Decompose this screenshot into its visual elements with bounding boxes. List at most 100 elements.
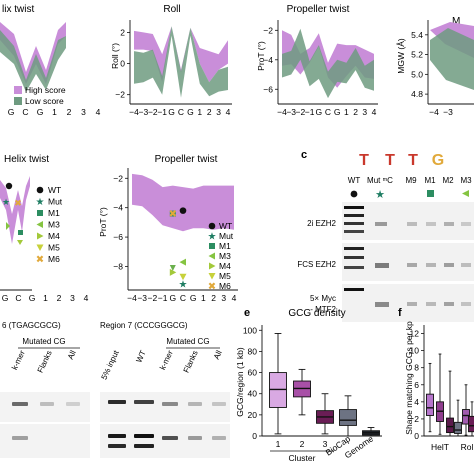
- roll-high-band: [134, 26, 228, 83]
- helix-b-m6-point: ✖: [14, 198, 22, 208]
- gel-band: [108, 444, 126, 448]
- gel-band: [212, 402, 226, 406]
- helix-legend-marker-m6: ✖: [36, 255, 44, 266]
- panel-a-roll: Roll Roll (°) 20−2−4 −3 −2 −1 G C G 1 2 3 4: [110, 4, 232, 117]
- helix-b-m1-point: [18, 230, 23, 235]
- gel-band: [134, 400, 154, 404]
- prop-legend-label-m5: M5: [219, 271, 231, 281]
- mgw-ylabel: MGW (Å): [396, 38, 406, 74]
- gel-band: [40, 402, 54, 406]
- prop-b-xtick-label: G: [169, 293, 176, 303]
- shape-ytick-label: 2: [414, 414, 419, 424]
- prop-legend-marker-mut: ★: [208, 232, 217, 243]
- gel-band: [162, 402, 178, 406]
- shape-xtick-rol: Rol: [461, 442, 474, 452]
- roll-xtick-label: −3: [139, 107, 149, 117]
- mgw-xtick-label: −3: [443, 107, 453, 117]
- mutated-cg-label-2: Mutated CG: [166, 337, 209, 346]
- shape-ytick-label: 6: [414, 380, 419, 390]
- gcg-ytick-label: 80: [248, 346, 258, 356]
- prop-ytick-label: −4: [263, 55, 273, 65]
- gcg-ytick-label: 0: [252, 431, 257, 441]
- blot-band: [426, 263, 436, 267]
- gel-band: [12, 402, 28, 406]
- gel-band: [134, 444, 154, 448]
- prop-xtick-label: −1: [305, 107, 315, 117]
- prop-legend-marker-m6: ✖: [208, 282, 216, 293]
- lane-wt: WT: [348, 176, 361, 185]
- blot-band: [407, 302, 417, 306]
- shape-boxplot: 0 2 4 6 8 10 12 HelT Rol: [410, 325, 474, 452]
- helix-b-xtick-label: 3: [70, 293, 75, 303]
- shape-ylabel: Shape matching GCGs per kp: [404, 321, 414, 435]
- ladder-band: [344, 288, 364, 291]
- mgw-title: M: [452, 16, 460, 27]
- row-myc-mtf2-line1: 5× Myc: [310, 294, 336, 303]
- gel-band: [188, 436, 202, 440]
- helix-a-xtick-label: 3: [81, 107, 86, 117]
- panel-c: c T T T G WT Mut ᵐC M9 M1 M2 M3 ★ 2i EZH…: [297, 149, 474, 322]
- helix-legend-marker-mut: ★: [36, 197, 45, 208]
- lane-m2: M2: [442, 176, 454, 185]
- prop-xtick-label: 4: [372, 107, 377, 117]
- roll-xtick-label: −1: [157, 107, 167, 117]
- gel-region6-top: [0, 392, 90, 422]
- gel-band: [12, 436, 28, 440]
- row-fcs-ezh2: FCS EZH2: [297, 260, 336, 269]
- prop-ytick-label: −2: [263, 25, 273, 35]
- gel-region7-bottom: [100, 424, 230, 458]
- helix-legend-label-wt: WT: [48, 185, 61, 195]
- lane-m1: M1: [424, 176, 436, 185]
- legend-high-score: High score: [25, 85, 66, 95]
- panel-e: e GCG density GCG/region (1 kb) 0 20 40 60 8…: [235, 307, 382, 463]
- lane7-all: All: [212, 349, 224, 361]
- prop-legend-label-m3: M3: [219, 251, 231, 261]
- blot-band: [375, 263, 389, 268]
- helix-legend-marker-wt: [36, 186, 44, 194]
- row-2i-ezh2: 2i EZH2: [307, 219, 336, 228]
- shape-box: [468, 415, 474, 433]
- gel-band: [66, 402, 80, 406]
- shape-ytick-label: 4: [414, 397, 419, 407]
- roll-xtick-label: 3: [216, 107, 221, 117]
- prop-b-xtick-label: 2: [211, 293, 216, 303]
- prop-b-point-m5: [179, 273, 187, 281]
- roll-title: Roll: [163, 4, 180, 15]
- gel-band: [162, 436, 178, 440]
- prop-b-xtick-label: 4: [232, 293, 237, 303]
- helix-b-m4-point: [17, 240, 23, 245]
- row-myc-mtf2-line2: - MTF2: [310, 305, 336, 314]
- mutation-letter-4: G: [432, 152, 444, 169]
- region-7-label: Region 7 (CCCGGGCG): [100, 321, 188, 330]
- blot-bands: [344, 206, 471, 307]
- panel-a-mgw: M MGW (Å) 5.4 5.2 5.0 4.8 −4 −3: [396, 16, 474, 117]
- panel-a-propeller: Propeller twist ProT (°) −2−4−6−4 −3 −2 −1 G…: [256, 4, 378, 117]
- prop-xtick-label: −3: [286, 107, 296, 117]
- prop-b-xtick-label: 1: [201, 293, 206, 303]
- m3-triangle-marker: [462, 190, 469, 197]
- propeller-ylabel: ProT (°): [256, 41, 266, 71]
- mutated-cg-label-1: Mutated CG: [22, 337, 65, 346]
- shape-xtick-helt: HelT: [431, 442, 449, 452]
- roll-ylabel: Roll (°): [110, 43, 120, 69]
- helix-a-xtick-label: C: [22, 107, 28, 117]
- gel-region7-top: [100, 392, 230, 422]
- mgw-ytick-label: 5.0: [411, 69, 423, 79]
- panel-e-letter: e: [244, 307, 250, 319]
- helix-a-xtick-label: G: [8, 107, 15, 117]
- helix-legend-marker-m1: [37, 210, 43, 216]
- region-6-label: 6 (TGAGCGCG): [2, 321, 61, 330]
- helix-b-xtick-label: 2: [57, 293, 62, 303]
- blot-band: [407, 263, 417, 267]
- helix-legend-label-m5: M5: [48, 243, 60, 253]
- prop-b-xtick-label: −3: [137, 293, 147, 303]
- gel-band: [188, 402, 202, 406]
- prop-legend-label-m6: M6: [219, 281, 231, 291]
- prop-b-point-mut: ★: [179, 280, 188, 291]
- helix-b-xtick-label: G: [29, 293, 36, 303]
- gcg-ytick-label: 40: [248, 389, 258, 399]
- roll-xtick-label: −2: [148, 107, 158, 117]
